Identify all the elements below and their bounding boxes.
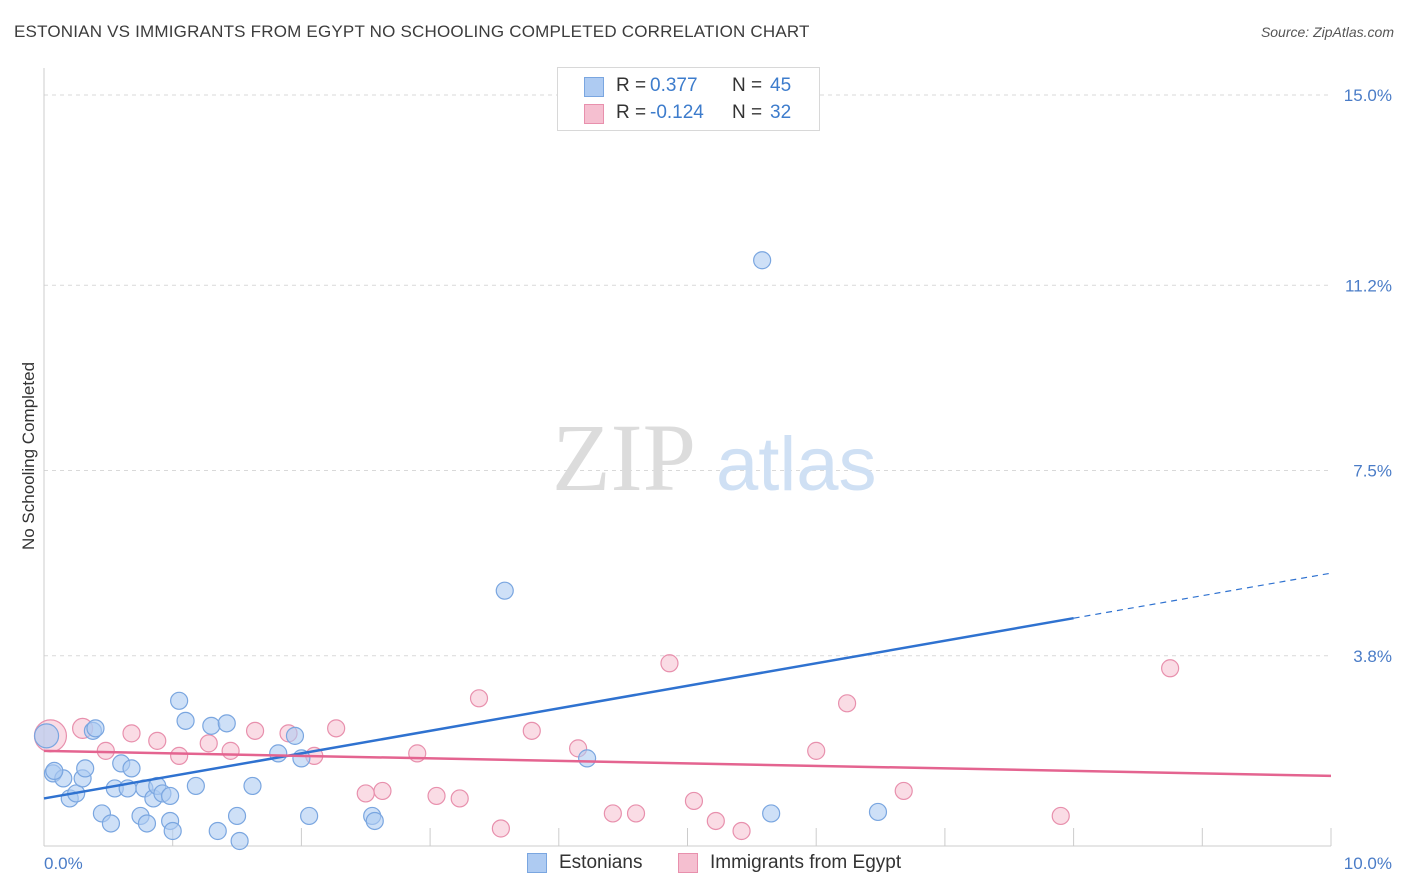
y-tick-label: 15.0% <box>1344 86 1392 105</box>
egypt-point <box>1161 659 1180 678</box>
egypt-point <box>894 781 913 801</box>
legend-swatch-blue <box>584 77 604 97</box>
watermark-zip: ZIP <box>552 404 696 511</box>
bottom-legend-label: Estonians <box>559 852 643 873</box>
estonians-point <box>161 786 180 806</box>
egypt-point <box>807 741 826 760</box>
y-tick-label: 7.5% <box>1353 462 1392 481</box>
chart-title: ESTONIAN VS IMMIGRANTS FROM EGYPT NO SCH… <box>14 22 810 41</box>
x-tick-label: 0.0% <box>44 854 83 873</box>
source-label: Source: ZipAtlas.com <box>1260 24 1394 40</box>
y-axis-label: No Schooling Completed <box>19 362 38 550</box>
legend-n-label: N = <box>732 75 763 96</box>
estonians-point <box>495 581 514 600</box>
estonians-point <box>122 759 141 778</box>
egypt-point <box>522 721 541 740</box>
egypt-point <box>837 694 857 713</box>
egypt-point <box>706 811 725 831</box>
egypt-point <box>1051 806 1070 826</box>
estonians-point <box>868 802 888 822</box>
egypt-point <box>122 724 141 743</box>
estonians-point <box>33 723 60 749</box>
estonians-trend-extension <box>1073 572 1332 619</box>
legend-n-value: 45 <box>770 75 792 96</box>
legend-n-label: N = <box>732 102 763 123</box>
estonians-point <box>176 711 195 730</box>
estonians-trend-line <box>43 616 1074 800</box>
series-egypt-points <box>33 654 1180 841</box>
legend-swatch-pink <box>584 104 604 124</box>
legend-r-label: R = <box>616 75 647 96</box>
egypt-point <box>199 734 218 753</box>
estonians-point <box>202 716 221 735</box>
estonians-point <box>230 831 249 851</box>
estonians-point <box>208 821 227 841</box>
estonians-point <box>753 251 772 270</box>
y-tick-label: 3.8% <box>1353 647 1392 666</box>
egypt-point <box>732 821 751 841</box>
estonians-point <box>300 806 319 826</box>
estonians-point <box>170 691 189 710</box>
egypt-point <box>684 791 704 811</box>
estonians-point <box>45 761 64 781</box>
correlation-legend: R = 0.377 N = 45 R = -0.124 N = 32 <box>557 67 820 131</box>
legend-r-label: R = <box>616 102 647 123</box>
estonians-point <box>217 714 236 733</box>
trend-lines <box>43 572 1332 800</box>
estonians-point <box>365 811 384 831</box>
egypt-point <box>148 731 167 750</box>
tick-labels: 3.8% 7.5% 11.2% 15.0% 0.0% 10.0% <box>44 86 1392 873</box>
bottom-legend-swatch-pink <box>678 853 698 873</box>
gridlines <box>44 94 1331 657</box>
estonians-point <box>137 814 157 833</box>
estonians-point <box>86 719 105 738</box>
legend-r-value: 0.377 <box>650 75 698 96</box>
x-tick-label: 10.0% <box>1344 854 1392 873</box>
egypt-point <box>491 819 510 838</box>
egypt-point <box>221 741 240 760</box>
axes <box>43 68 1332 847</box>
estonians-point <box>101 814 121 833</box>
egypt-trend-line <box>43 749 1332 778</box>
estonians-point <box>285 726 305 745</box>
egypt-point <box>603 804 622 823</box>
egypt-point <box>356 784 375 803</box>
legend-r-value: -0.124 <box>650 102 704 123</box>
estonians-point <box>578 749 597 768</box>
egypt-point <box>427 786 446 806</box>
estonians-point <box>243 776 262 796</box>
egypt-point <box>373 781 392 801</box>
bottom-legend-swatch-blue <box>527 853 547 873</box>
egypt-point <box>170 746 189 765</box>
egypt-point <box>626 804 646 823</box>
egypt-point <box>469 689 489 708</box>
legend-n-value: 32 <box>770 102 792 123</box>
estonians-point <box>163 821 182 841</box>
bottom-legend-label: Immigrants from Egypt <box>710 852 902 873</box>
y-tick-label: 11.2% <box>1345 276 1392 295</box>
egypt-point <box>245 721 265 740</box>
series-estonians-points <box>33 251 888 851</box>
egypt-point <box>327 719 346 738</box>
estonians-point <box>186 776 205 796</box>
egypt-point <box>450 789 469 808</box>
estonians-point <box>227 806 247 826</box>
estonians-point <box>762 804 781 823</box>
egypt-point <box>660 654 679 673</box>
estonians-point <box>76 759 95 778</box>
watermark-atlas: atlas <box>716 422 877 507</box>
